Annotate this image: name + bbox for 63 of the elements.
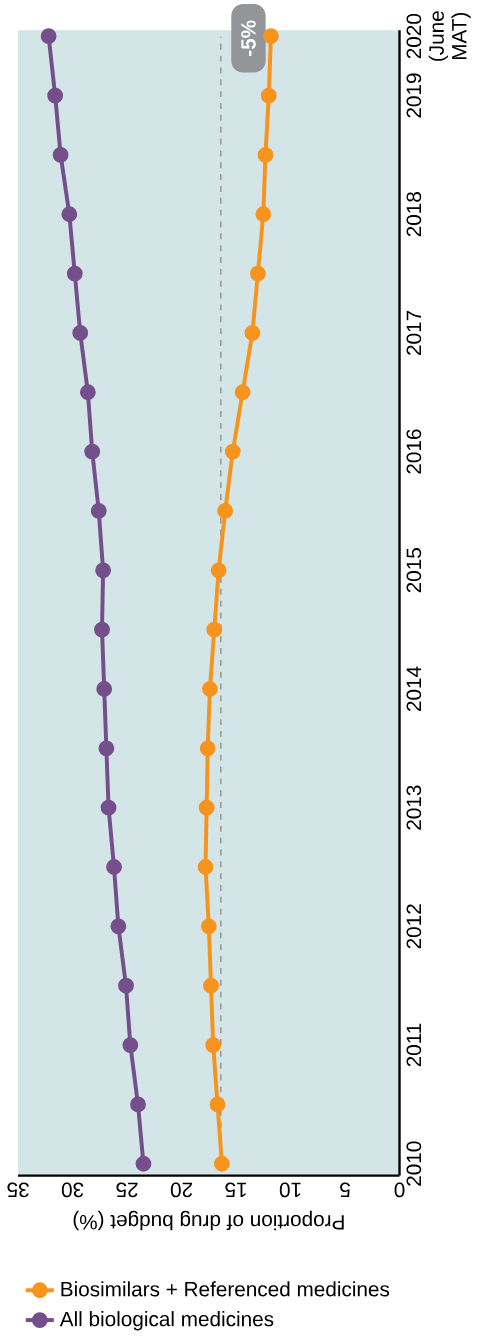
point	[84, 443, 100, 460]
x-tick-label: 15	[225, 1182, 246, 1198]
y-tick-label: 2015	[406, 548, 421, 593]
y-tick-label: 2020 (June MAT)	[406, 11, 471, 61]
point	[202, 977, 219, 994]
point	[206, 621, 222, 638]
point	[260, 87, 277, 104]
point	[72, 325, 88, 341]
point	[197, 859, 214, 875]
point	[200, 918, 217, 935]
y-tick-label: 2019	[406, 73, 421, 118]
point	[129, 1096, 146, 1113]
point	[96, 681, 112, 697]
point	[93, 621, 110, 638]
y-tick-label: 2018	[406, 192, 421, 237]
point	[213, 1155, 230, 1172]
x-tick-label: 20	[170, 1182, 192, 1198]
annotation: -5%	[240, 20, 256, 56]
point	[105, 859, 122, 875]
point	[199, 740, 216, 757]
point	[66, 265, 83, 282]
point	[95, 562, 111, 579]
point	[205, 1037, 221, 1053]
y-tick-label: 2016	[406, 429, 421, 474]
legend-label: Biosimilars + Referenced medicines	[61, 1281, 389, 1297]
point	[209, 1096, 226, 1113]
point	[257, 146, 274, 163]
y-tick-label: 2013	[406, 785, 421, 830]
legend-label: All biological medicines	[59, 1311, 274, 1331]
point	[210, 562, 227, 579]
x-tick-label: 10	[279, 1182, 301, 1198]
point	[40, 28, 57, 45]
x-tick-label: 30	[61, 1182, 84, 1198]
point	[201, 681, 218, 697]
point	[47, 87, 63, 104]
point	[255, 206, 272, 223]
point	[262, 28, 279, 45]
point	[122, 1037, 139, 1053]
point	[100, 799, 117, 816]
point	[110, 918, 127, 935]
x-axis-title: Proportion of drug budget (%)	[73, 1210, 344, 1231]
point	[90, 503, 107, 519]
point	[98, 740, 115, 757]
x-tick-label: 5	[339, 1182, 350, 1198]
point	[249, 265, 266, 282]
y-tick-label: 2010	[406, 1141, 421, 1186]
x-tick-label: 25	[116, 1182, 138, 1198]
point	[117, 977, 134, 994]
point	[61, 206, 78, 223]
point	[244, 325, 261, 341]
point	[198, 799, 215, 816]
y-tick-label: 2011	[406, 1023, 421, 1067]
point	[52, 146, 69, 163]
point	[217, 503, 233, 519]
point	[234, 384, 251, 401]
y-tick-label: 2014	[406, 666, 421, 711]
y-tick-label: 2012	[406, 904, 421, 949]
point	[79, 384, 96, 401]
point	[224, 443, 241, 460]
x-tick-label: 0	[394, 1182, 405, 1198]
x-tick-label: 35	[7, 1182, 29, 1198]
point	[135, 1155, 152, 1172]
y-tick-label: 2017	[406, 310, 421, 355]
